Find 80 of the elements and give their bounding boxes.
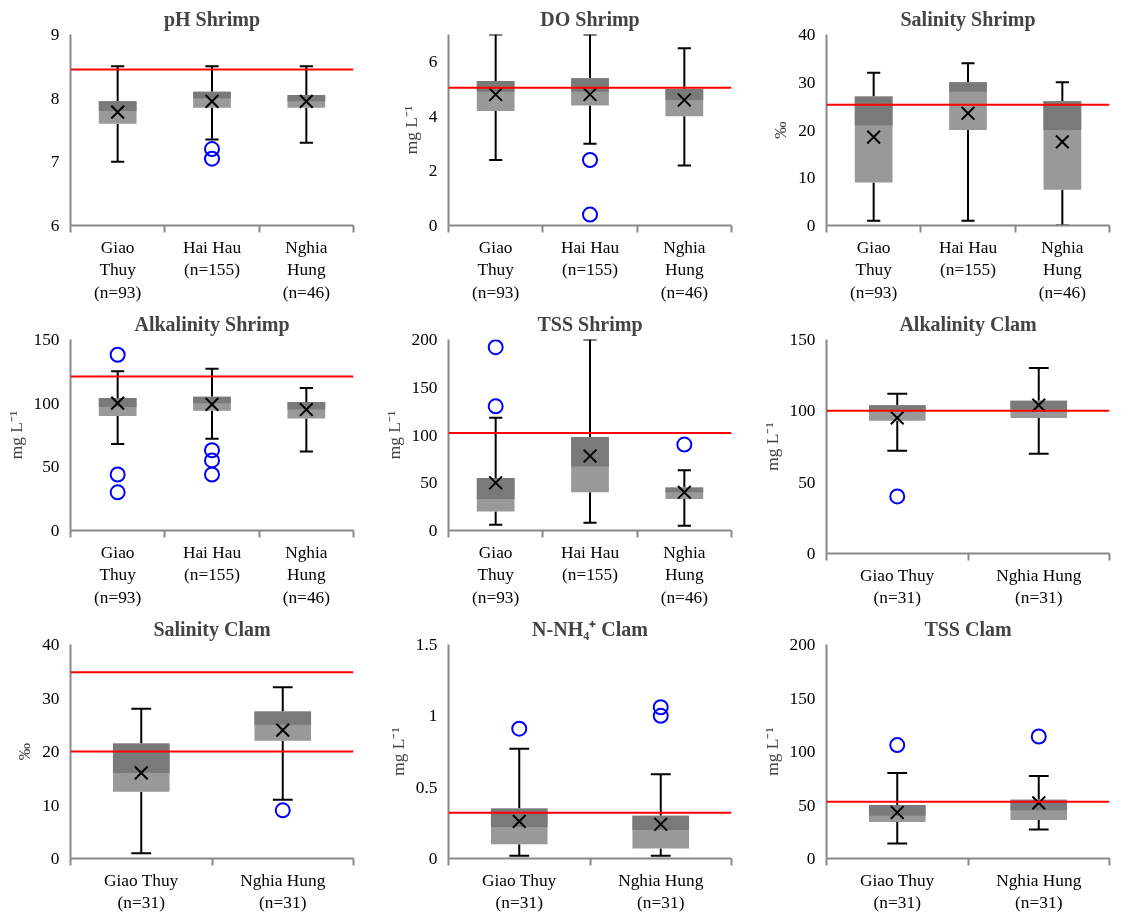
y-axis-title: mg L⁻¹ (384, 410, 404, 460)
y-tick-label: 6 (50, 216, 60, 235)
y-tick-label: 0 (50, 521, 60, 540)
y-tick-label: 0 (806, 216, 816, 235)
x-tick-label: Hai Hau (n=155) (560, 542, 620, 585)
x-tick-label: Hai Hau (n=155) (182, 542, 242, 585)
y-axis-title: mg L⁻¹ (401, 105, 421, 155)
x-tick-label: Giao Thuy (n=31) (859, 565, 935, 608)
y-tick-label: 40 (798, 25, 816, 44)
x-tick-label: Hai Hau (n=155) (560, 237, 620, 280)
x-tick-label: Giao Thuy (n=93) (472, 237, 520, 303)
chart-title: DO Shrimp (540, 7, 640, 31)
y-axis-title: mg L⁻¹ (762, 422, 782, 471)
y-tick-label: 6 (428, 52, 438, 72)
chart-title: TSS Clam (924, 617, 1012, 640)
y-tick-label: 30 (798, 72, 816, 92)
x-tick-label: Nghia Hung (n=46) (282, 237, 331, 303)
x-tick-label: Giao Thuy (n=31) (103, 870, 179, 913)
chart-title: N-NH₄⁺ Clam (532, 617, 649, 640)
y-tick-label: 100 (789, 401, 816, 421)
x-tick-label: Hai Hau (n=155) (938, 237, 998, 280)
chart-title: Alkalinity Clam (899, 312, 1037, 336)
x-tick-label: Nghia Hung (n=31) (240, 870, 326, 913)
y-tick-label: 0 (50, 849, 60, 868)
x-tick-label: Nghia Hung (n=46) (660, 542, 709, 608)
x-tick-label: Nghia Hung (n=31) (996, 870, 1082, 913)
y-tick-label: 0.5 (415, 777, 438, 797)
x-tick-label: Nghia Hung (n=46) (282, 542, 331, 608)
chart-title: pH Shrimp (163, 7, 261, 31)
x-tick-label: Nghia Hung (n=46) (660, 237, 709, 303)
y-tick-label: 10 (42, 795, 60, 815)
y-tick-label: 100 (33, 393, 60, 413)
y-tick-label: 100 (789, 742, 816, 761)
x-tick-label: Giao Thuy (n=93) (94, 237, 142, 303)
y-tick-label: 100 (411, 425, 438, 445)
chart-title: Salinity Clam (153, 617, 271, 641)
y-tick-label: 1 (428, 706, 438, 726)
x-tick-label: Giao Thuy (n=31) (481, 870, 557, 913)
y-tick-label: 10 (798, 168, 816, 188)
x-tick-label: Giao Thuy (n=93) (94, 542, 142, 608)
y-tick-label: 200 (411, 330, 438, 349)
y-tick-label: 150 (789, 330, 816, 349)
y-tick-label: 200 (789, 635, 816, 654)
y-axis-title: ‰ (771, 121, 791, 139)
chart-title: TSS Shrimp (537, 312, 643, 336)
x-tick-label: Nghia Hung (n=46) (1038, 237, 1087, 303)
y-tick-label: 4 (428, 106, 438, 126)
x-tick-label: Nghia Hung (n=31) (996, 565, 1082, 608)
y-tick-label: 30 (42, 688, 60, 708)
y-tick-label: 0 (806, 544, 816, 563)
y-tick-label: 2 (428, 161, 438, 181)
y-tick-label: 40 (42, 635, 60, 654)
y-tick-label: 9 (50, 25, 60, 44)
y-tick-label: 0 (428, 216, 438, 235)
y-tick-label: 8 (50, 88, 60, 108)
y-tick-label: 7 (50, 152, 60, 172)
y-axis-title: mg L⁻¹ (6, 410, 26, 460)
x-tick-label: Giao Thuy (n=31) (859, 870, 935, 913)
y-tick-label: 1.5 (415, 635, 438, 654)
x-tick-label: Giao Thuy (n=93) (472, 542, 520, 608)
y-tick-label: 20 (798, 120, 816, 140)
y-tick-label: 0 (806, 849, 816, 868)
chart-title: Salinity Shrimp (900, 7, 1036, 31)
chart-title: Alkalinity Shrimp (134, 312, 290, 336)
y-tick-label: 150 (33, 330, 60, 349)
y-axis-title: mg L⁻¹ (388, 727, 408, 776)
y-tick-label: 50 (798, 472, 816, 492)
x-tick-label: Hai Hau (n=155) (182, 237, 242, 280)
y-axis-title: mg L⁻¹ (762, 727, 782, 776)
y-tick-label: 50 (798, 795, 816, 815)
y-tick-label: 20 (42, 742, 60, 761)
x-tick-label: Nghia Hung (n=31) (618, 870, 704, 913)
y-tick-label: 50 (42, 457, 60, 477)
y-tick-label: 0 (428, 849, 438, 868)
y-tick-label: 50 (420, 473, 438, 493)
y-tick-label: 0 (428, 521, 438, 540)
y-tick-label: 150 (789, 688, 816, 708)
y-tick-label: 150 (411, 377, 438, 397)
y-axis-title: ‰ (15, 742, 35, 761)
x-tick-label: Giao Thuy (n=93) (850, 237, 898, 303)
